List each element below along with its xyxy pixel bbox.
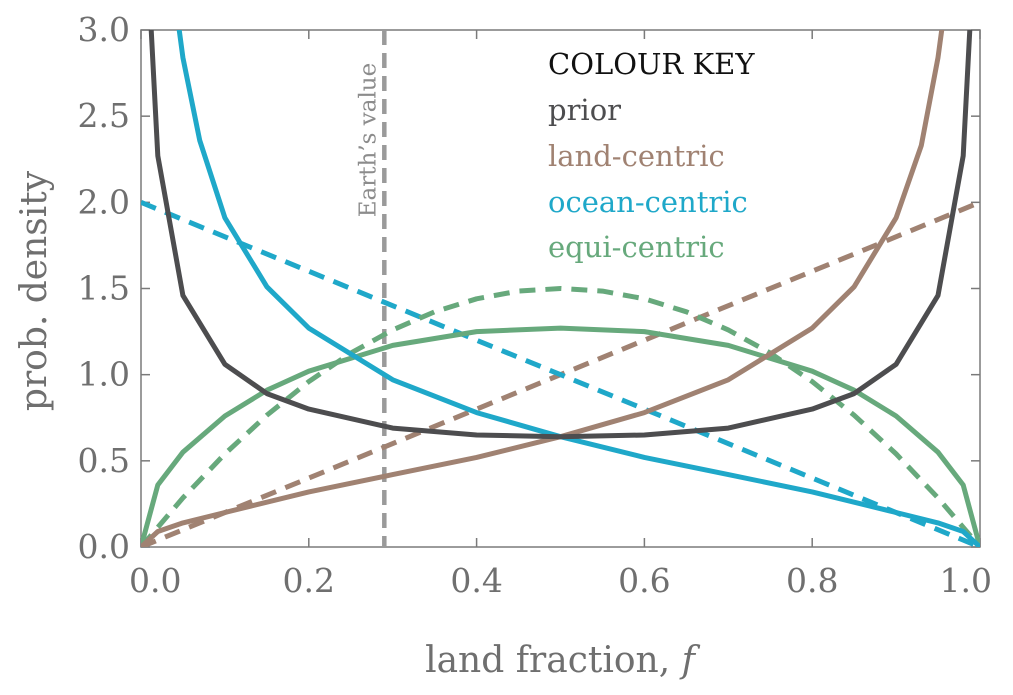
x-tick-label: 0.6: [618, 561, 670, 600]
y-tick-label: 0.0: [78, 527, 130, 566]
series-line-land-centric: [141, 30, 945, 547]
y-tick-label: 0.5: [78, 441, 130, 480]
x-tick-label: 0.8: [786, 561, 838, 600]
y-tick-label: 1.5: [78, 269, 130, 308]
legend-entry-prior: prior: [548, 93, 621, 127]
legend-title: COLOUR KEY: [548, 47, 755, 81]
x-tick-label: 0.2: [283, 561, 335, 600]
y-tick-label: 3.0: [78, 10, 130, 49]
series-line-prior: [148, 30, 973, 440]
y-axis-label: prob. density: [14, 170, 55, 411]
y-tick-label: 2.5: [78, 96, 130, 135]
x-tick-label: 0.0: [129, 561, 181, 600]
x-axis-label-text: land fraction,: [425, 640, 682, 681]
legend-entry-equi-centric: equi-centric: [548, 230, 725, 264]
legend: COLOUR KEY prior land-centric ocean-cent…: [548, 47, 755, 264]
legend-entry-land-centric: land-centric: [548, 139, 725, 173]
x-axis-symbol: f: [679, 640, 701, 681]
series-line-equi-centric: [141, 325, 980, 547]
x-tick-label: 0.4: [450, 561, 502, 600]
y-tick-label: 1.0: [78, 355, 130, 394]
earth-value-label: Earth’s value: [355, 63, 381, 217]
series-lines: [141, 30, 980, 547]
reference-line-group: Earth’s value: [355, 30, 387, 547]
y-tick-label: 2.0: [78, 182, 130, 221]
series-line-ocean-centric: [176, 30, 980, 547]
x-axis-label: land fraction, f: [425, 640, 701, 681]
x-tick-label: 1.0: [940, 561, 992, 600]
tick-labels: 0.0 0.2 0.4 0.6 0.8 1.0 0.0 0.5 1.0 1.5 2.0 2.5 3.0: [78, 10, 992, 600]
series-line-equi-centric-dashed: [141, 286, 980, 547]
legend-entry-ocean-centric: ocean-centric: [548, 185, 748, 219]
series-line-ocean-centric-dashed: [141, 199, 980, 547]
